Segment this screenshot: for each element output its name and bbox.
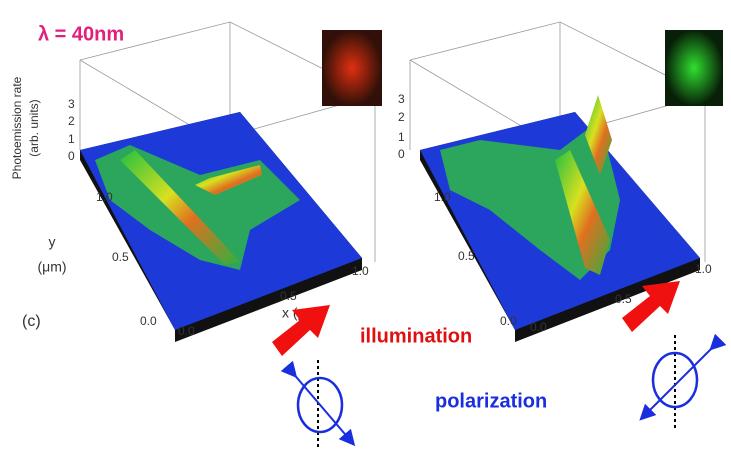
x-tick-label: 0.0 <box>178 324 195 338</box>
illumination-arrow <box>622 281 680 332</box>
surface-peak <box>195 165 262 195</box>
x-tick-label: 0.5 <box>615 292 632 306</box>
polarization-symbol <box>639 333 727 430</box>
y-axis-label: (μm) <box>37 259 66 275</box>
y-tick-label: 1.0 <box>96 190 113 204</box>
z-tick-label: 1 <box>398 130 405 144</box>
wavelength-label: λ = 40nm <box>38 23 124 45</box>
plot-box <box>409 21 706 262</box>
surface-plot-2: 0 1 2 3 0.0 0.5 1.0 0.0 0.5 1.0 <box>398 21 723 342</box>
illumination-arrow <box>272 305 330 356</box>
z-axis-label: (arb. units) <box>27 99 41 156</box>
y-axis-label: y <box>49 234 56 250</box>
inset-image <box>322 30 382 106</box>
surface-ridge <box>440 120 620 280</box>
y-tick-label: 1.0 <box>434 190 451 204</box>
illumination-label: illumination <box>360 325 472 347</box>
y-tick-label: 0.0 <box>140 314 157 328</box>
z-tick-label: 2 <box>68 114 75 128</box>
z-tick-label: 3 <box>398 92 405 106</box>
z-axis-label: Photoemission rate <box>10 76 24 179</box>
z-tick-label: 0 <box>68 149 75 163</box>
plot-box <box>79 21 376 262</box>
surface-plot-1: Photoemission rate (arb. units) 0 1 2 3 … <box>10 21 382 342</box>
z-tick-label: 3 <box>68 97 75 111</box>
x-tick-label: 0.0 <box>530 320 547 334</box>
surface-peak <box>555 150 610 275</box>
surface-peak <box>585 95 612 175</box>
x-tick-label: 0.5 <box>280 289 297 303</box>
y-tick-label: 0.0 <box>500 314 517 328</box>
surface-peak <box>120 150 240 265</box>
z-tick-label: 2 <box>398 110 405 124</box>
polarization-label: polarization <box>435 390 547 412</box>
z-tick-label: 1 <box>68 132 75 146</box>
x-tick-label: 1.0 <box>695 262 712 276</box>
y-tick-label: 0.5 <box>458 249 475 263</box>
x-tick-label: 1.0 <box>352 264 369 278</box>
panel-label: (c) <box>22 313 41 330</box>
z-tick-label: 0 <box>398 147 405 161</box>
polarization-symbol <box>280 360 356 448</box>
y-tick-label: 0.5 <box>112 250 129 264</box>
inset-image <box>665 30 723 106</box>
